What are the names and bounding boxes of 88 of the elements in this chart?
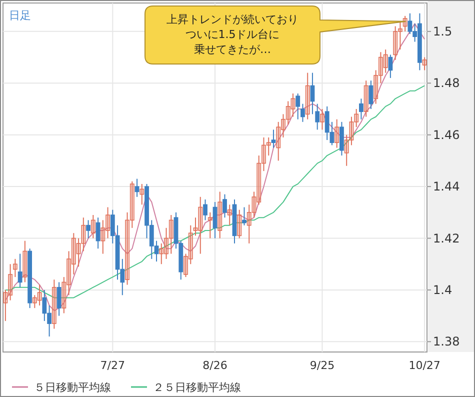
candlestick (398, 20, 402, 50)
candlestick (159, 242, 164, 265)
candlestick (320, 108, 324, 130)
candlestick (184, 253, 188, 278)
candlestick (212, 202, 218, 239)
candlestick (344, 134, 349, 166)
candlestick (140, 183, 144, 206)
candlestick (62, 276, 66, 314)
candlestick (100, 220, 106, 254)
candlestick (188, 224, 193, 265)
candlestick (222, 194, 227, 218)
candlestick (227, 204, 232, 226)
y-tick-label: 1.42 (433, 231, 460, 246)
x-tick-label: 9/25 (310, 359, 335, 372)
candlestick (364, 80, 368, 118)
candlestick (125, 212, 130, 286)
candlestick (52, 279, 56, 330)
candlestick (422, 56, 427, 71)
candlestick (208, 212, 212, 239)
candlestick (296, 92, 300, 120)
candlestick (368, 80, 374, 110)
candlestick (18, 253, 22, 288)
x-tick-label: 10/27 (408, 359, 440, 372)
candlestick (134, 178, 140, 198)
y-tick-label: 1.44 (433, 180, 460, 194)
candlestick (340, 121, 344, 156)
candlestick (310, 72, 315, 115)
legend-label: ５日移動平均線 (34, 381, 111, 394)
y-tick-label: 1.5 (433, 24, 452, 38)
text: 日足 (9, 9, 31, 22)
x-tick-label: 7/27 (100, 359, 126, 372)
y-tick-label: 1.4 (433, 282, 452, 297)
candlestick (300, 103, 305, 122)
candlestick (334, 118, 340, 148)
candlestick (374, 70, 378, 104)
candlestick (286, 100, 290, 126)
candlestick (81, 217, 86, 252)
candlestick (96, 217, 100, 250)
candlestick (359, 98, 364, 120)
annotation: 上昇トレンドが続いており (166, 13, 298, 26)
candlestick (90, 214, 96, 239)
candlestick (12, 258, 18, 278)
candlestick (130, 180, 134, 228)
candlestick (106, 206, 110, 239)
candlestick (164, 227, 168, 260)
candlestick (32, 294, 37, 309)
candlestick (383, 49, 388, 74)
candlestick (393, 26, 398, 60)
x-tick-label: 8/26 (202, 359, 228, 372)
candlestick (8, 264, 13, 301)
candlestick (305, 72, 310, 120)
candlestick (22, 240, 28, 283)
candlestick (86, 220, 90, 239)
candlestick (256, 155, 262, 206)
candlestick (56, 282, 62, 316)
candlestick (66, 250, 71, 296)
candlestick (290, 92, 296, 118)
candlestick (402, 15, 408, 32)
candlestick (266, 136, 271, 156)
candlestick (168, 214, 174, 254)
y-tick-label: 1.38 (433, 334, 460, 349)
candlestick (246, 204, 252, 244)
annotation: ついに1.5ドル台に (185, 28, 280, 41)
candlestick (3, 289, 8, 322)
y-tick-label: 1.46 (433, 128, 460, 142)
candlestick (378, 52, 383, 84)
candlestick (252, 191, 256, 218)
candlestick (242, 206, 246, 226)
candlestick (76, 238, 81, 268)
legend-label: ２５日移動平均線 (153, 381, 241, 394)
candlestick (198, 196, 203, 254)
candlestick (388, 54, 393, 78)
candlestick (315, 103, 320, 130)
candlestick (271, 129, 276, 148)
callout: 上昇トレンドが続いており ついに1.5ドル台に 乗せてきたが… (144, 6, 406, 64)
candlestick (203, 198, 208, 221)
y-tick-label: 1.48 (433, 76, 460, 90)
candlestick (71, 232, 76, 275)
candlestick (276, 121, 281, 162)
candlestick (237, 209, 242, 239)
candlestick (193, 217, 198, 236)
candlestick (218, 191, 222, 239)
candlestick (281, 114, 286, 138)
candlestick (349, 116, 354, 146)
candlestick (354, 108, 359, 128)
candlestick (37, 284, 42, 306)
annotation: 乗せてきたが… (194, 43, 271, 56)
candlestick (262, 136, 266, 172)
